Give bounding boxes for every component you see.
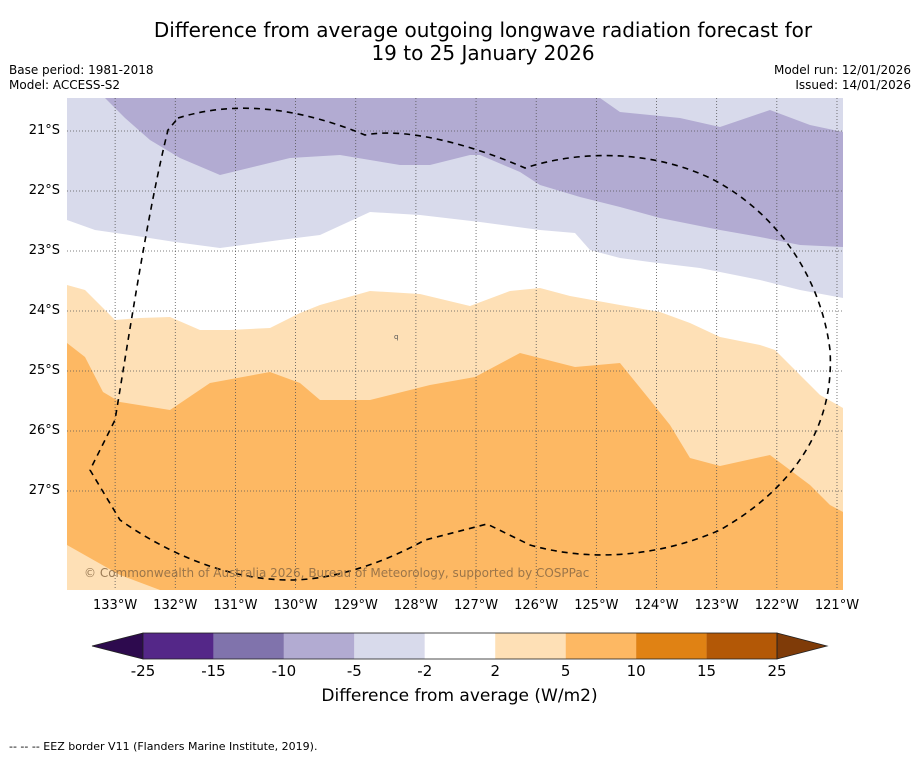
colorbar-label: Difference from average (W/m2): [321, 686, 598, 706]
colorbar-tick-label: -5: [346, 662, 362, 680]
lon-tick-label: 124°W: [634, 598, 679, 613]
chart-title: Difference from average outgoing longwav…: [0, 19, 919, 65]
lat-tick-label: 26°S: [28, 423, 60, 438]
lon-tick-label: 125°W: [574, 598, 619, 613]
model-name: Model: ACCESS-S2: [9, 78, 121, 92]
colorbar-frame: [142, 632, 778, 660]
title-line-1: Difference from average outgoing longwav…: [153, 18, 813, 42]
lat-tick-label: 25°S: [28, 363, 60, 378]
lat-tick-label: 22°S: [28, 183, 60, 198]
colorbar-segment: [424, 633, 496, 659]
lon-tick-label: 127°W: [453, 598, 499, 613]
colorbar-tick-label: -25: [130, 662, 156, 680]
lat-tick-label: 21°S: [28, 123, 60, 138]
contour-fills: q: [67, 98, 843, 590]
lon-tick-label: 133°W: [93, 598, 138, 613]
colorbar-segment: [706, 633, 777, 659]
colorbar-extend-min: [91, 632, 144, 660]
lon-tick-label: 126°W: [514, 598, 559, 613]
base-period: Base period: 1981-2018: [9, 63, 154, 77]
lat-tick-label: 27°S: [28, 483, 60, 498]
colorbar-segment: [565, 633, 637, 659]
lon-tick-label: 132°W: [153, 598, 198, 613]
model-run: Model run: 12/01/2026: [773, 63, 911, 77]
colorbar-segment: [636, 633, 707, 659]
lon-tick-label: 130°W: [273, 598, 318, 613]
eez-footnote: -- -- -- EEZ border V11 (Flanders Marine…: [9, 740, 318, 753]
colorbar-tick-label: 5: [560, 662, 571, 680]
colorbar-segment: [283, 633, 355, 659]
fill-band-neg10-neg5: [105, 98, 843, 247]
colorbar-tick-label: 25: [767, 662, 787, 680]
lon-tick-label: 122°W: [754, 598, 799, 613]
colorbar-tick-label: -2: [417, 662, 433, 680]
colorbar-tick-label: 10: [626, 662, 646, 680]
lon-tick-label: 128°W: [393, 598, 438, 613]
lat-tick-label: 24°S: [28, 303, 60, 318]
lon-tick-label: 121°W: [814, 598, 860, 613]
lon-tick-label: 131°W: [213, 598, 258, 613]
colorbar-tick-label: -15: [201, 662, 226, 680]
colorbar-segment: [143, 633, 214, 659]
colorbar-tick-label: -10: [271, 662, 297, 680]
graticule: [67, 98, 843, 590]
colorbar-segment: [354, 633, 425, 659]
lat-tick-label: 23°S: [28, 243, 60, 258]
lon-tick-label: 129°W: [333, 598, 378, 613]
colorbar-segment: [495, 633, 566, 659]
meta-left: Base period: 1981-2018 Model: ACCESS-S2: [9, 63, 154, 93]
contour-artifact: q: [394, 333, 398, 341]
meta-right: Model run: 12/01/2026 Issued: 14/01/2026: [774, 63, 911, 93]
fill-band-5-10: [67, 343, 843, 590]
colorbar-tick-label: 15: [697, 662, 717, 680]
title-line-2: 19 to 25 January 2026: [371, 41, 595, 65]
lon-tick-label: 123°W: [694, 598, 739, 613]
colorbar-segment: [213, 633, 284, 659]
issued-date: Issued: 14/01/2026: [795, 78, 911, 92]
colorbar-extend-max: [776, 632, 829, 660]
eez-border-dashed: [89, 107, 832, 581]
colorbar-tick-label: 2: [490, 662, 500, 680]
copyright-notice: © Commonwealth of Australia 2026, Bureau…: [84, 566, 590, 580]
